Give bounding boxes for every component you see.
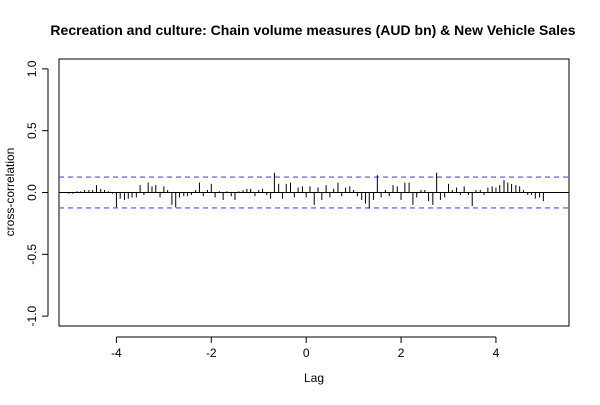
x-tick-label: -4: [111, 346, 122, 360]
x-axis: -4 -2 0 2 4: [111, 336, 500, 360]
y-tick-label: -1.0: [25, 305, 39, 326]
chart-title: Recreation and culture: Chain volume mea…: [50, 22, 575, 38]
x-tick-label: -2: [206, 346, 217, 360]
x-tick-label: 2: [398, 346, 405, 360]
x-tick-label: 4: [493, 346, 500, 360]
x-axis-label: Lag: [304, 371, 324, 385]
ccf-bars: [68, 172, 544, 209]
y-tick-label: 1.0: [25, 60, 39, 77]
y-axis: -1.0 -0.5 0.0 0.5 1.0: [25, 60, 49, 326]
y-tick-label: -0.5: [25, 244, 39, 265]
x-tick-label: 0: [303, 346, 310, 360]
y-axis-label: cross-correlation: [3, 148, 17, 237]
y-tick-label: 0.5: [25, 122, 39, 139]
y-tick-label: 0.0: [25, 184, 39, 201]
confidence-bands: [59, 176, 569, 209]
